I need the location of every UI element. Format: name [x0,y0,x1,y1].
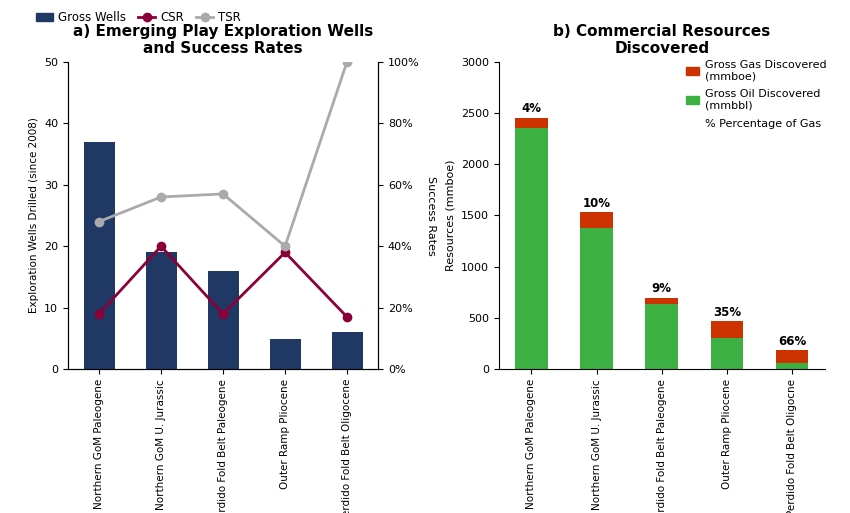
Title: b) Commercial Resources
Discovered: b) Commercial Resources Discovered [553,24,770,56]
Text: 9%: 9% [652,282,672,295]
Bar [711,321,743,338]
Text: 66%: 66% [778,335,806,348]
Bar [645,304,678,369]
Bar [83,142,115,369]
Text: 35%: 35% [713,306,741,319]
Bar [515,128,547,369]
Bar [645,298,678,304]
Bar [776,363,808,369]
Bar [581,228,613,369]
Bar [332,332,363,369]
Legend: Gross Wells, CSR, TSR: Gross Wells, CSR, TSR [31,6,246,29]
Title: a) Emerging Play Exploration Wells
and Success Rates: a) Emerging Play Exploration Wells and S… [73,24,373,56]
Y-axis label: Success Rates: Success Rates [426,175,436,255]
Bar [207,271,239,369]
Y-axis label: Resources (mmboe): Resources (mmboe) [445,160,456,271]
Text: 10%: 10% [582,197,610,210]
Bar [145,252,177,369]
Bar [581,212,613,228]
Bar [776,350,808,363]
Y-axis label: Exploration Wells Drilled (since 2008): Exploration Wells Drilled (since 2008) [29,117,38,313]
Bar [515,118,547,128]
Bar [269,339,301,369]
Legend: Gross Gas Discovered
(mmboe), Gross Oil Discovered
(mmbbl), % Percentage of Gas: Gross Gas Discovered (mmboe), Gross Oil … [682,55,831,133]
Text: 4%: 4% [521,103,541,115]
Bar [711,338,743,369]
